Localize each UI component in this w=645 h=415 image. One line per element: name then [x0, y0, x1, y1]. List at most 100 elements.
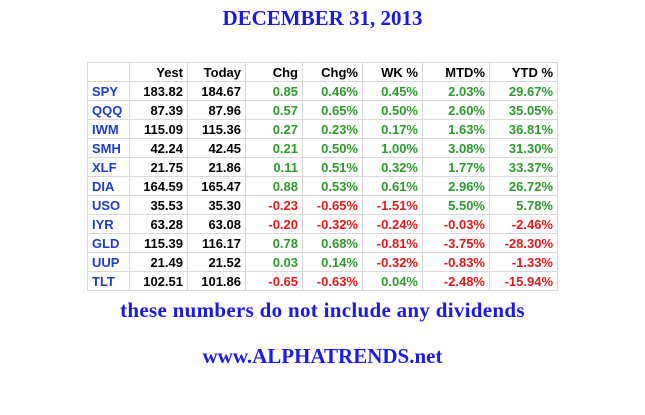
value-cell: -1.33%	[489, 252, 558, 272]
ticker-cell: IWM	[87, 119, 130, 139]
value-cell: 21.75	[129, 157, 188, 177]
value-cell: 31.30%	[489, 138, 558, 158]
value-cell: -0.65%	[302, 195, 363, 215]
value-cell: 3.08%	[422, 138, 490, 158]
footer-site: www.ALPHATRENDS.net	[202, 344, 443, 368]
value-cell: 1.00%	[362, 138, 423, 158]
value-cell: -0.20	[245, 214, 303, 234]
value-cell: 2.60%	[422, 100, 490, 120]
value-cell: 0.17%	[362, 119, 423, 139]
value-cell: 0.65%	[302, 100, 363, 120]
value-cell: -0.23	[245, 195, 303, 215]
value-cell: 0.85	[245, 81, 303, 101]
value-cell: 42.45	[187, 138, 246, 158]
value-cell: 35.05%	[489, 100, 558, 120]
value-cell: 63.08	[187, 214, 246, 234]
value-cell: 102.51	[129, 271, 188, 291]
ticker-cell: UUP	[87, 252, 130, 272]
ticker-cell: USO	[87, 195, 130, 215]
value-cell: 87.39	[129, 100, 188, 120]
value-cell: -28.30%	[489, 233, 558, 253]
value-cell: 1.77%	[422, 157, 490, 177]
value-cell: 115.09	[129, 119, 188, 139]
value-cell: 0.50%	[362, 100, 423, 120]
value-cell: 0.50%	[302, 138, 363, 158]
value-cell: 63.28	[129, 214, 188, 234]
value-cell: 165.47	[187, 176, 246, 196]
ticker-cell: DIA	[87, 176, 130, 196]
value-cell: 42.24	[129, 138, 188, 158]
column-header: WK %	[362, 62, 423, 82]
column-header: YTD %	[489, 62, 558, 82]
value-cell: -0.32%	[302, 214, 363, 234]
value-cell: 5.78%	[489, 195, 558, 215]
column-header: MTD%	[422, 62, 490, 82]
value-cell: 21.52	[187, 252, 246, 272]
header-row: Yest Today Chg Chg% WK % MTD% YTD %	[87, 62, 558, 82]
value-cell: -0.24%	[362, 214, 423, 234]
value-cell: 1.63%	[422, 119, 490, 139]
value-cell: 35.53	[129, 195, 188, 215]
table-row: UUP 21.49 21.52 0.03 0.14% -0.32% -0.83% -1.33%	[87, 252, 558, 272]
table-row: XLF 21.75 21.86 0.11 0.51% 0.32% 1.77% 33.37%	[87, 157, 558, 177]
value-cell: 0.57	[245, 100, 303, 120]
value-cell: 164.59	[129, 176, 188, 196]
value-cell: 33.37%	[489, 157, 558, 177]
value-cell: 36.81%	[489, 119, 558, 139]
value-cell: -0.83%	[422, 252, 490, 272]
table-row: DIA 164.59 165.47 0.88 0.53% 0.61% 2.96% 26.72%	[87, 176, 558, 196]
table-row: SMH 42.24 42.45 0.21 0.50% 1.00% 3.08% 31.30%	[87, 138, 558, 158]
value-cell: 26.72%	[489, 176, 558, 196]
value-cell: 35.30	[187, 195, 246, 215]
value-cell: 183.82	[129, 81, 188, 101]
value-cell: 2.03%	[422, 81, 490, 101]
value-cell: 0.88	[245, 176, 303, 196]
footer-note: these numbers do not include any dividen…	[120, 298, 525, 322]
column-header: Chg%	[302, 62, 363, 82]
value-cell: 0.11	[245, 157, 303, 177]
value-cell: -2.48%	[422, 271, 490, 291]
value-cell: -15.94%	[489, 271, 558, 291]
ticker-cell: TLT	[87, 271, 130, 291]
table-row: TLT 102.51 101.86 -0.65 -0.63% 0.04% -2.48% -15…	[87, 271, 558, 291]
value-cell: 0.45%	[362, 81, 423, 101]
value-cell: 5.50%	[422, 195, 490, 215]
quote-table: Yest Today Chg Chg% WK % MTD% YTD % SPY 183.82 1…	[87, 62, 558, 291]
value-cell: -2.46%	[489, 214, 558, 234]
value-cell: 0.68%	[302, 233, 363, 253]
ticker-cell: SPY	[87, 81, 130, 101]
value-cell: 115.39	[129, 233, 188, 253]
value-cell: 0.61%	[362, 176, 423, 196]
value-cell: 184.67	[187, 81, 246, 101]
table-row: IWM 115.09 115.36 0.27 0.23% 0.17% 1.63% 36.81%	[87, 119, 558, 139]
ticker-cell: GLD	[87, 233, 130, 253]
ticker-cell: QQQ	[87, 100, 130, 120]
table-body: SPY 183.82 184.67 0.85 0.46% 0.45% 2.03% 29.67%…	[87, 81, 558, 291]
value-cell: 29.67%	[489, 81, 558, 101]
title: DECEMBER 31, 2013	[222, 6, 423, 30]
value-cell: -0.63%	[302, 271, 363, 291]
value-cell: 0.53%	[302, 176, 363, 196]
table-row: QQQ 87.39 87.96 0.57 0.65% 0.50% 2.60% 35.05%	[87, 100, 558, 120]
value-cell: -1.51%	[362, 195, 423, 215]
ticker-cell: SMH	[87, 138, 130, 158]
value-cell: -0.65	[245, 271, 303, 291]
value-cell: 87.96	[187, 100, 246, 120]
column-header: Today	[187, 62, 246, 82]
corner-cell	[87, 62, 130, 82]
value-cell: 101.86	[187, 271, 246, 291]
ticker-cell: XLF	[87, 157, 130, 177]
value-cell: -0.81%	[362, 233, 423, 253]
value-cell: 0.27	[245, 119, 303, 139]
value-cell: 0.21	[245, 138, 303, 158]
value-cell: 0.14%	[302, 252, 363, 272]
value-cell: 0.04%	[362, 271, 423, 291]
value-cell: 116.17	[187, 233, 246, 253]
value-cell: 0.46%	[302, 81, 363, 101]
value-cell: 0.03	[245, 252, 303, 272]
value-cell: 0.23%	[302, 119, 363, 139]
table-row: GLD 115.39 116.17 0.78 0.68% -0.81% -3.75% -28.…	[87, 233, 558, 253]
value-cell: 0.78	[245, 233, 303, 253]
value-cell: 0.51%	[302, 157, 363, 177]
